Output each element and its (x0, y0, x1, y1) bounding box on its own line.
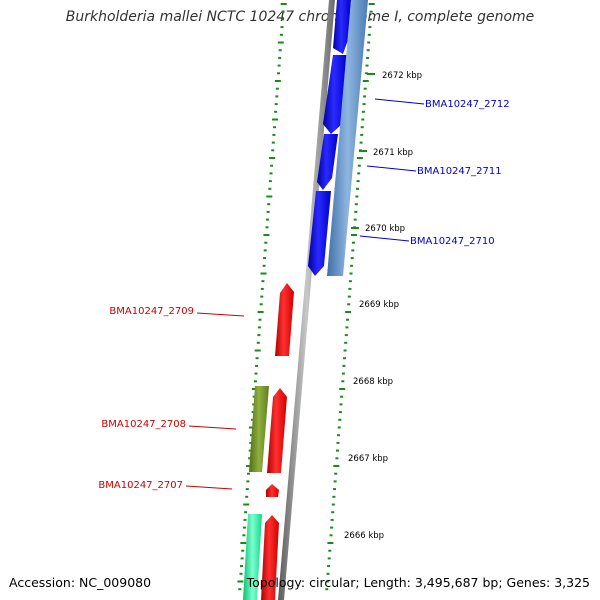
gene-label-bma10247-2709[interactable]: BMA10247_2709 (109, 306, 194, 317)
outer-tick-track (325, 3, 375, 591)
scale-label: 2666 kbp (344, 531, 384, 541)
scale-major-ticks (351, 73, 375, 229)
genome-summary-text: Topology: circular; Length: 3,495,687 bp… (246, 575, 590, 590)
scale-label: 2670 kbp (365, 224, 405, 234)
scale-label: 2672 kbp (382, 71, 422, 81)
gene-label-bma10247-2707[interactable]: BMA10247_2707 (98, 480, 183, 491)
gene-arrow-bma10247-2708[interactable] (267, 388, 287, 473)
gene-arrow-red-bottom[interactable] (261, 515, 279, 600)
scale-label: 2671 kbp (373, 148, 413, 158)
inner-tick-track (237, 3, 287, 591)
gene-label-bma10247-2708[interactable]: BMA10247_2708 (101, 419, 186, 430)
gene-bar-olive[interactable] (249, 386, 269, 472)
map-title: Burkholderia mallei NCTC 10247 chromosom… (65, 9, 535, 25)
gene-arrow-bma10247-2710[interactable] (308, 191, 331, 276)
operon-track-steel[interactable] (327, 0, 368, 276)
scale-labels: 2672 kbp 2671 kbp 2670 kbp 2669 kbp 2668… (344, 71, 422, 541)
scale-label: 2669 kbp (359, 300, 399, 310)
scale-label: 2667 kbp (348, 454, 388, 464)
gene-arrow-bma10247-2707[interactable] (266, 484, 279, 497)
gene-label-bma10247-2712[interactable]: BMA10247_2712 (425, 99, 510, 110)
gene-label-bma10247-2711[interactable]: BMA10247_2711 (417, 166, 502, 177)
gene-label-bma10247-2710[interactable]: BMA10247_2710 (410, 236, 495, 247)
forward-gene-labels: BMA10247_2712 BMA10247_2711 BMA10247_271… (359, 98, 510, 247)
accession-text: Accession: NC_009080 (9, 575, 152, 590)
chromosome-backbone (278, 0, 335, 600)
scale-label: 2668 kbp (353, 377, 393, 387)
gene-arrow-bma10247-2712-part-a[interactable] (333, 0, 351, 54)
reverse-gene-labels: BMA10247_2709 BMA10247_2708 BMA10247_270… (98, 306, 245, 491)
gene-arrow-bma10247-2712-part-b[interactable] (323, 55, 347, 134)
gene-arrow-bma10247-2711[interactable] (317, 134, 338, 190)
gene-bar-teal[interactable] (243, 514, 262, 600)
gene-arrow-bma10247-2709[interactable] (275, 283, 294, 356)
